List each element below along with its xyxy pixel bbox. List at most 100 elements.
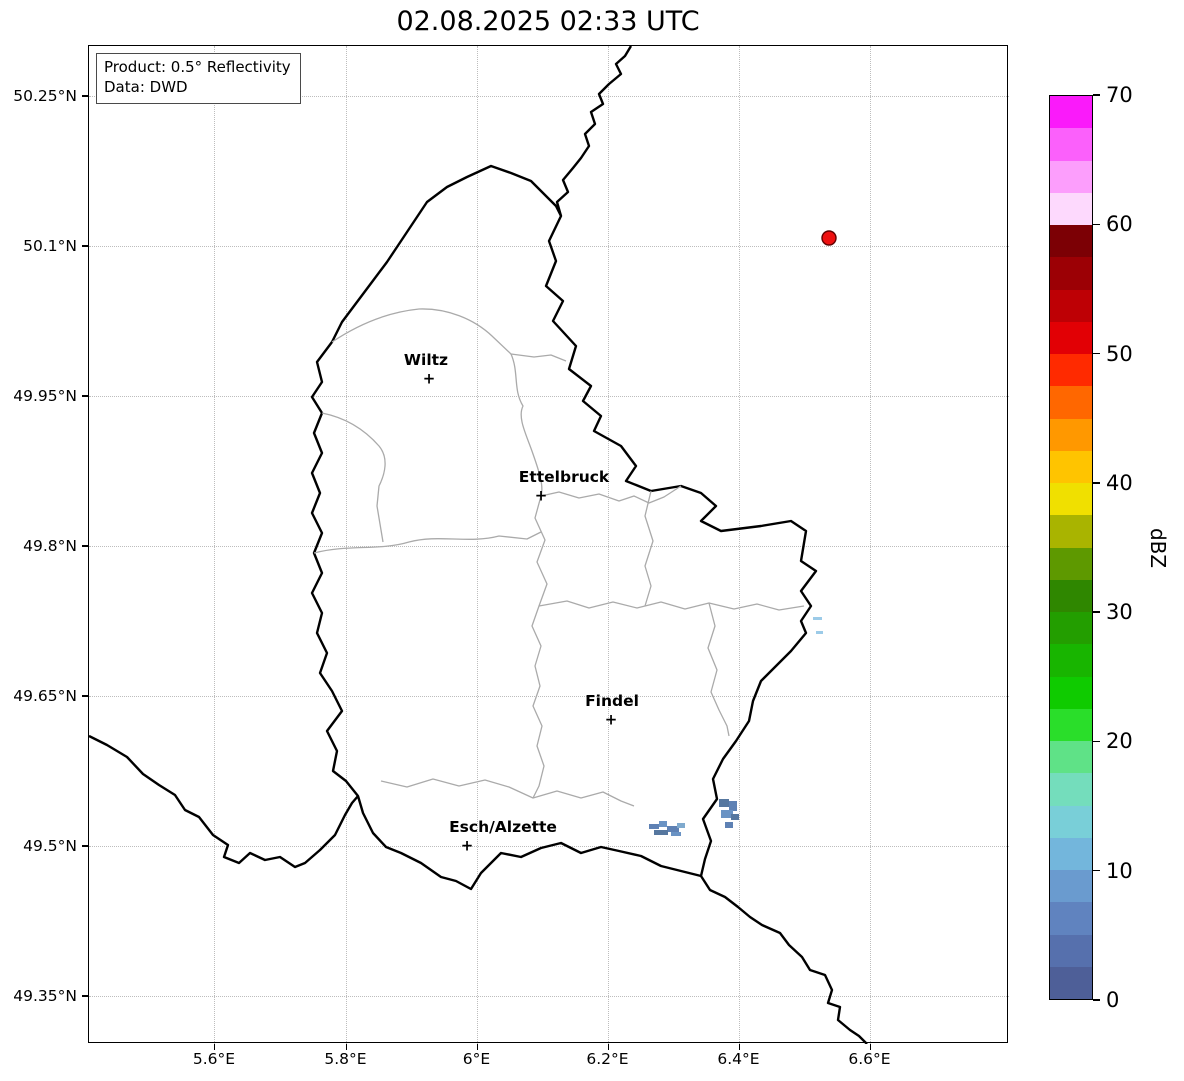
- canton-border: [331, 308, 567, 362]
- canton-border: [510, 353, 543, 497]
- colorbar-tick-mark: [1093, 352, 1100, 355]
- canton-border: [531, 495, 548, 799]
- radar-echo-pixel: [659, 821, 667, 827]
- colorbar-segment: [1050, 450, 1092, 483]
- colorbar-tick-label: 70: [1106, 83, 1133, 107]
- colorbar-segment: [1050, 837, 1092, 870]
- colorbar-segment: [1050, 192, 1092, 225]
- city-marker: +: [460, 836, 474, 855]
- gridline-vertical: [738, 46, 740, 1044]
- radar-echo-pixel: [671, 832, 681, 836]
- colorbar-segment: [1050, 128, 1092, 161]
- gridline-horizontal: [89, 546, 1009, 547]
- info-box-product: Product: 0.5° Reflectivity: [104, 58, 291, 76]
- y-axis-tick-label: 49.65°N: [13, 687, 77, 705]
- y-axis-tick-mark: [82, 245, 88, 247]
- colorbar-segment: [1050, 96, 1092, 129]
- y-axis-tick-mark: [82, 695, 88, 697]
- colorbar-segment: [1050, 741, 1092, 774]
- city-label: Findel: [585, 692, 639, 710]
- y-axis-tick-label: 50.1°N: [23, 237, 77, 255]
- x-axis-tick-label: 6.2°E: [586, 1050, 629, 1068]
- x-axis-tick-mark: [476, 1044, 478, 1050]
- x-axis-tick-mark: [869, 1044, 871, 1050]
- gridline-vertical: [607, 46, 609, 1044]
- canton-border: [321, 412, 386, 543]
- y-axis-tick-label: 49.5°N: [23, 837, 77, 855]
- radar-echo-pixel: [725, 822, 733, 828]
- colorbar-segment: [1050, 515, 1092, 548]
- y-axis-tick-mark: [82, 95, 88, 97]
- gridline-horizontal: [89, 96, 1009, 97]
- colorbar-tick-label: 30: [1106, 600, 1133, 625]
- colorbar-tick-mark: [1093, 94, 1100, 96]
- canton-border: [707, 602, 730, 737]
- x-axis-tick-mark: [738, 1044, 740, 1050]
- colorbar-tick-mark: [1093, 482, 1100, 484]
- colorbar-tick-mark: [1093, 223, 1100, 226]
- radar-site-marker: [821, 230, 837, 246]
- colorbar-segment: [1050, 579, 1092, 612]
- colorbar-tick-label: 60: [1106, 212, 1133, 237]
- y-axis-tick-label: 49.8°N: [23, 537, 77, 555]
- map-plot: Product: 0.5° Reflectivity Data: DWD 5.6…: [13, 45, 1009, 1068]
- y-axis-tick-label: 49.35°N: [13, 987, 77, 1005]
- info-box: Product: 0.5° Reflectivity Data: DWD: [96, 53, 301, 104]
- colorbar-segment: [1050, 870, 1092, 903]
- gridline-horizontal: [89, 996, 1009, 997]
- colorbar-segment: [1050, 773, 1092, 806]
- border-luxembourg: [310, 164, 818, 891]
- radar-echo-pixel: [816, 631, 823, 634]
- colorbar-tick-mark: [1093, 999, 1100, 1001]
- colorbar-segment: [1050, 354, 1092, 387]
- canton-border: [540, 485, 682, 504]
- colorbar-segment: [1050, 612, 1092, 645]
- colorbar-segment: [1050, 676, 1092, 709]
- info-box-source: Data: DWD: [104, 78, 188, 97]
- gridline-horizontal: [89, 696, 1009, 697]
- canton-borders: [313, 308, 805, 807]
- y-axis-tick-label: 49.95°N: [13, 387, 77, 405]
- figure-title: 02.08.2025 02:33 UTC: [396, 6, 700, 37]
- colorbar-axis-label: dBZ: [1146, 527, 1170, 569]
- x-axis-tick-label: 6.6°E: [848, 1050, 891, 1068]
- colorbar-segment: [1050, 805, 1092, 838]
- city-label: Ettelbruck: [518, 468, 610, 486]
- colorbar-segment: [1050, 321, 1092, 354]
- colorbar-tick-label: 0: [1106, 988, 1120, 1012]
- radar-echoes: [649, 617, 823, 836]
- radar-echo-pixel: [719, 799, 729, 807]
- city-marker: +: [422, 369, 436, 388]
- luxembourg-map-svg: [89, 46, 868, 1044]
- colorbar-segment: [1050, 418, 1092, 451]
- gridline-vertical: [869, 46, 871, 1044]
- y-axis-tick-mark: [82, 995, 88, 997]
- x-axis-tick-label: 5.6°E: [192, 1050, 236, 1068]
- colorbar-segment: [1050, 160, 1092, 193]
- radar-echo-pixel: [667, 826, 679, 832]
- x-axis-tick-label: 6.4°E: [717, 1050, 760, 1068]
- gridline-vertical: [345, 46, 347, 1044]
- radar-echo-pixel: [813, 617, 822, 620]
- x-axis-tick-mark: [607, 1044, 609, 1050]
- radar-echo-pixel: [731, 814, 739, 820]
- canton-border: [538, 600, 805, 611]
- radar-echo-pixel: [649, 824, 659, 829]
- radar-echo-pixel: [729, 801, 737, 811]
- gridline-horizontal: [89, 246, 1009, 247]
- colorbar-segment: [1050, 225, 1092, 258]
- colorbar-tick-label: 20: [1106, 729, 1133, 754]
- colorbar-tick-mark: [1093, 611, 1100, 613]
- canton-border: [644, 490, 654, 607]
- y-axis-tick-mark: [82, 395, 88, 397]
- colorbar-segment: [1050, 966, 1092, 999]
- city-marker: +: [534, 486, 548, 505]
- gridline-vertical: [476, 46, 478, 1044]
- x-axis-tick-mark: [345, 1044, 347, 1050]
- x-axis-tick-label: 5.8°E: [324, 1050, 367, 1068]
- colorbar-segment: [1050, 934, 1092, 967]
- colorbar: [1049, 95, 1093, 1000]
- colorbar-tick-label: 50: [1106, 341, 1133, 366]
- gridline-horizontal: [89, 396, 1009, 397]
- colorbar-segment: [1050, 386, 1092, 419]
